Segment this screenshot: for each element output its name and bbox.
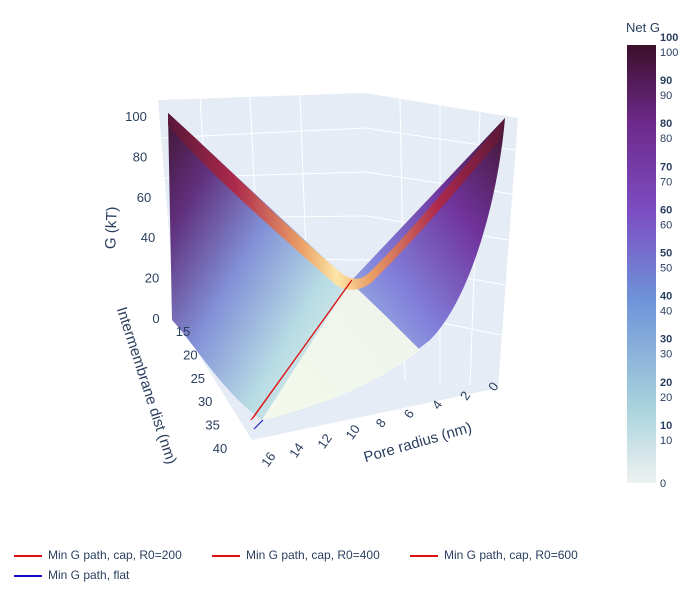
legend-label: Min G path, flat <box>48 568 130 582</box>
legend-item-cap-r0-200[interactable]: Min G path, cap, R0=200 <box>14 548 182 562</box>
z-tick-label: 20 <box>145 271 159 286</box>
colorbar-tick-bold: 70 <box>660 161 672 173</box>
x-tick-label: 6 <box>401 407 417 422</box>
colorbar-ticks-regular: 0 10 20 30 40 50 60 70 80 90 100 <box>660 47 678 490</box>
colorbar-tick: 50 <box>660 263 672 275</box>
colorbar-tick: 0 <box>660 478 666 490</box>
colorbar-tick: 90 <box>660 90 672 102</box>
colorbar-tick-bold: 50 <box>660 248 672 260</box>
y-tick-label: 35 <box>205 418 219 433</box>
colorbar-tick-bold: 20 <box>660 377 672 389</box>
net-g-surface <box>168 113 505 420</box>
legend-swatch-red <box>410 554 438 557</box>
legend-swatch-blue <box>14 574 42 577</box>
colorbar-tick: 20 <box>660 392 672 404</box>
legend-label: Min G path, cap, R0=400 <box>246 548 380 562</box>
path-cap-r0-600 <box>252 279 353 419</box>
x-tick-label: 12 <box>314 431 335 451</box>
colorbar-tick-bold: 60 <box>660 204 672 216</box>
y-tick-label: 30 <box>198 394 212 409</box>
x-tick-label: 8 <box>373 416 389 431</box>
y-axis-ticks: 15 20 25 30 35 40 <box>176 324 227 456</box>
legend-label: Min G path, cap, R0=600 <box>444 548 578 562</box>
colorbar: Net G 10 20 30 40 50 60 70 80 90 100 0 10 20 30 40 50 6… <box>626 20 678 490</box>
legend-item-flat[interactable]: Min G path, flat <box>14 568 129 582</box>
colorbar-ticks-bold: 10 20 30 40 50 60 70 80 90 100 <box>660 32 678 432</box>
colorbar-tick: 70 <box>660 176 672 188</box>
colorbar-tick-bold: 10 <box>660 420 672 432</box>
y-tick-label: 40 <box>213 441 227 456</box>
x-tick-label: 16 <box>258 449 279 469</box>
colorbar-title: Net G <box>626 20 660 35</box>
colorbar-tick: 60 <box>660 219 672 231</box>
colorbar-tick-bold: 90 <box>660 75 672 87</box>
z-axis-ticks: 0 20 40 60 80 100 <box>125 109 159 326</box>
legend-item-cap-r0-400[interactable]: Min G path, cap, R0=400 <box>212 548 380 562</box>
colorbar-tick: 30 <box>660 349 672 361</box>
min-g-paths <box>250 279 353 430</box>
x-tick-label: 14 <box>286 440 307 460</box>
z-tick-label: 40 <box>141 230 155 245</box>
colorbar-tick: 40 <box>660 306 672 318</box>
colorbar-tick-bold: 30 <box>660 334 672 346</box>
colorbar-tick: 10 <box>660 435 672 447</box>
z-tick-label: 80 <box>133 149 147 164</box>
path-flat <box>253 419 264 430</box>
z-tick-label: 0 <box>152 311 159 326</box>
y-axis-title: Intermembrane dist (nm) <box>113 305 180 466</box>
z-tick-label: 60 <box>137 190 151 205</box>
legend-label: Min G path, cap, R0=200 <box>48 548 182 562</box>
colorbar-tick: 80 <box>660 133 672 145</box>
colorbar-tick: 100 <box>660 47 678 59</box>
legend-swatch-red <box>212 554 240 557</box>
colorbar-tick-bold: 100 <box>660 32 678 44</box>
y-tick-label: 15 <box>176 324 190 339</box>
colorbar-gradient <box>627 45 656 483</box>
y-tick-label: 20 <box>183 347 197 362</box>
z-axis-title: G (kT) <box>102 206 120 249</box>
x-tick-label: 10 <box>342 422 363 442</box>
legend-swatch-red <box>14 554 42 557</box>
z-tick-label: 100 <box>125 109 147 124</box>
legend-item-cap-r0-600[interactable]: Min G path, cap, R0=600 <box>410 548 578 562</box>
y-tick-label: 25 <box>191 371 205 386</box>
colorbar-tick-bold: 40 <box>660 291 672 303</box>
colorbar-tick-bold: 80 <box>660 118 672 130</box>
